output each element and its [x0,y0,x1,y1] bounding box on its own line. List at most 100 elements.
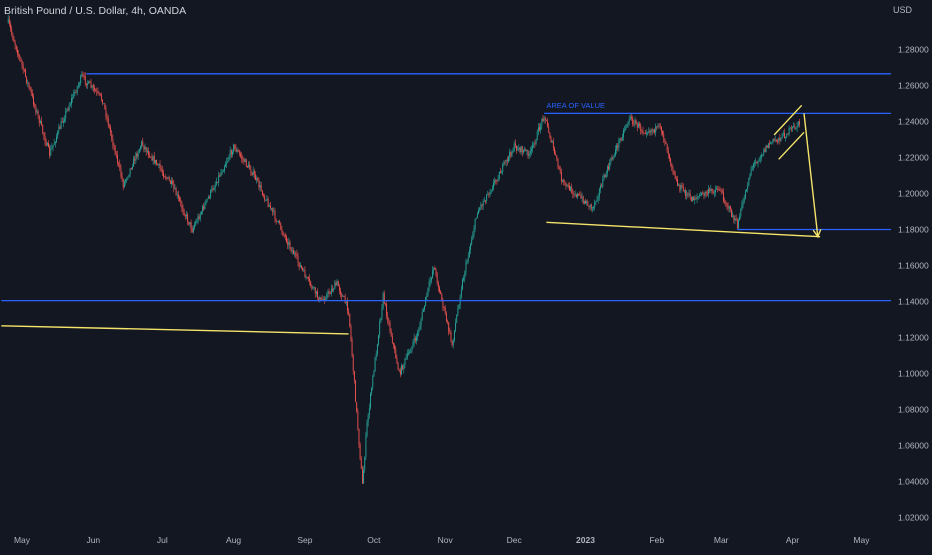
candle-body [367,414,369,423]
candle-body [168,177,170,181]
candle-body [445,313,447,322]
candle-body [654,129,655,133]
candle-body [232,152,233,155]
candle-body [525,149,527,151]
candle-body [145,147,147,152]
candle-body [188,221,190,225]
candle-body [210,190,212,198]
candle-body [793,125,795,127]
candle-body [347,301,348,312]
candle-body [44,135,46,142]
candle-body [513,143,515,151]
candle-body [557,158,559,167]
candle-body [448,322,450,332]
candle-body [97,91,99,93]
candle-body [537,127,539,132]
symbol-title: British Pound / U.S. Dollar, 4h, OANDA [4,5,187,17]
candle-body [259,185,261,188]
candle-body [69,103,71,106]
candle-body [581,196,583,199]
candle-body [18,54,20,56]
candle-body [628,118,630,122]
candle-body [322,299,324,301]
candle-body [169,180,171,184]
candle-body [789,127,791,129]
candle-body [229,150,231,157]
candle-body [579,194,581,196]
x-tick-label: May [14,535,31,545]
candle-body [65,110,67,119]
candle-body [26,76,28,83]
time-axis[interactable]: May Jun Jul Aug Sep Oct Nov Dec 2023 Feb Mar Apr May [14,535,870,545]
candle-body [742,202,744,205]
candle-body [153,156,155,164]
candle-body [771,141,773,143]
candle-body [672,167,674,171]
y-tick-label: 1.14000 [898,297,929,307]
candle-body [651,129,653,131]
candle-body [183,211,185,216]
y-tick-label: 1.18000 [898,225,929,235]
candle-body [253,170,255,175]
candle-body [675,178,677,180]
candle-body [565,182,567,187]
candle-body [627,121,629,125]
candle-body [655,126,657,133]
candle-body [25,69,26,77]
candle-body [49,146,51,156]
candle-body [46,143,48,146]
candle-body [332,288,333,291]
candle-body [133,158,135,167]
candle-body [656,126,658,128]
candle-body [362,468,363,484]
candle-body [218,175,220,183]
candle-body [493,182,494,189]
candle-body [562,180,563,182]
candle-body [795,127,797,129]
candle-body [719,189,721,192]
candle-body [100,94,102,100]
candle-body [409,352,411,354]
candle-body [106,116,108,119]
x-tick-label: Jun [86,535,100,545]
candle-body [420,319,422,326]
candle-body [398,369,400,371]
y-tick-label: 1.22000 [898,153,929,163]
candle-body [602,179,604,187]
candle-body [500,171,501,174]
candle-body [455,322,457,331]
candle-body [799,121,800,125]
candle-body [571,186,573,194]
candle-body [289,242,291,248]
candle-body [58,127,60,132]
candle-body [152,156,154,161]
candle-body [710,189,712,192]
candle-body [408,352,409,354]
candle-body [146,151,148,152]
candle-body [600,186,601,189]
candle-body [66,109,68,111]
candle-body [389,322,391,331]
candle-body [383,293,385,304]
candle-body [137,152,139,157]
candle-body [510,151,512,157]
drawings-layer[interactable] [1,73,891,335]
candle-body [173,183,175,189]
candle-body [318,297,320,301]
candle-body [228,156,230,160]
candle-body [732,215,734,217]
candle-body [109,125,110,128]
candle-body [751,167,753,170]
candle-body [697,196,699,198]
price-axis[interactable]: 1.02000 1.04000 1.06000 1.08000 1.10000 1.120… [898,45,929,523]
x-tick-label: Jul [157,535,168,545]
candle-body [464,272,466,278]
candle-body [50,149,52,156]
candle-body [726,203,728,207]
candle-body [488,193,490,195]
candle-body [428,281,430,288]
candle-body [256,178,258,181]
candle-body [440,291,442,295]
